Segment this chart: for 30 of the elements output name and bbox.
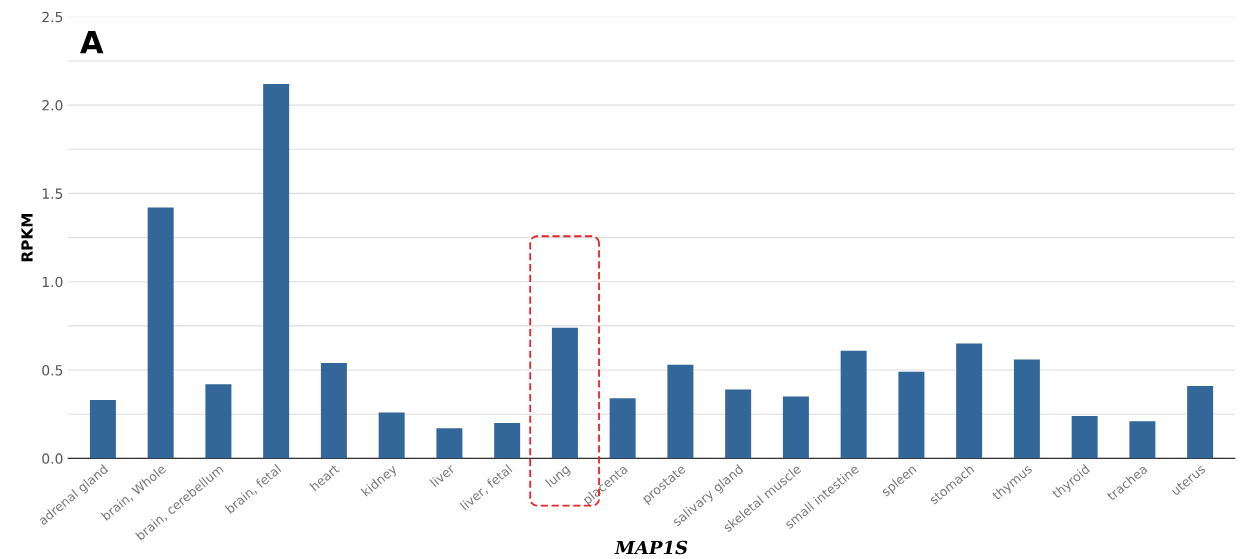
bar	[89, 400, 116, 459]
y-tick-label: 0.0	[42, 453, 63, 464]
bar	[725, 389, 752, 459]
bar	[1071, 415, 1098, 459]
bar	[1187, 385, 1214, 459]
bar	[147, 207, 174, 459]
y-tick-label: 2.5	[42, 11, 63, 23]
bar	[205, 384, 232, 459]
y-tick-label: 2.0	[42, 100, 63, 111]
bar	[898, 371, 925, 459]
bar	[378, 412, 405, 459]
bar	[320, 362, 347, 459]
bar	[956, 343, 983, 459]
bar	[782, 396, 809, 459]
annotation: A	[80, 30, 104, 54]
y-tick-label: 1.0	[42, 276, 63, 288]
bar	[494, 423, 521, 459]
bar	[1129, 421, 1156, 459]
y-tick-label: 1.5	[42, 188, 63, 199]
bar	[551, 327, 578, 459]
bar	[263, 83, 290, 459]
x-axis-title: MAP1S	[614, 540, 688, 555]
y-tick-label: 0.5	[42, 365, 63, 376]
y-axis-title: RPKM	[21, 213, 33, 262]
bar	[436, 428, 463, 459]
bar	[667, 364, 694, 459]
bar	[840, 350, 867, 459]
bar	[1013, 359, 1040, 459]
x-tick-label: lung	[544, 463, 572, 490]
bar	[609, 398, 636, 459]
